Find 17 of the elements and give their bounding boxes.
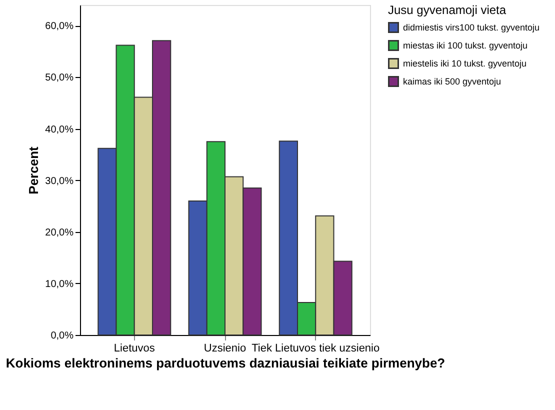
legend-label: didmiestis virs100 tukst. gyventoju	[403, 22, 540, 32]
y-tick-label: 30,0%	[45, 176, 74, 187]
y-tick-label: 50,0%	[45, 72, 74, 84]
x-axis-title: Kokioms elektroninems parduotuvems dazniausiai teikiate pirmenybe?	[6, 356, 446, 370]
y-axis-title: Percent	[26, 146, 42, 194]
y-tick-label: 40,0%	[45, 124, 74, 136]
legend-label: kaimas iki 500 gyventoju	[403, 76, 502, 86]
legend-title: Jusu gyvenamoji vieta	[388, 3, 506, 17]
y-tick-label: 20,0%	[45, 227, 74, 238]
x-tick-label: Uzsienio	[204, 342, 246, 354]
y-tick-label: 60,0%	[45, 21, 74, 32]
y-tick-label: 0,0%	[50, 330, 74, 342]
legend-label: miestelis iki 10 tukst. gyventoju	[403, 58, 527, 68]
x-tick-label: Lietuvos	[114, 342, 156, 354]
legend-label: miestas iki 100 tukst. gyventoju	[403, 40, 528, 50]
x-tick-label: Tiek Lietuvos tiek uzsienio	[252, 342, 380, 354]
y-tick-label: 10,0%	[45, 278, 74, 290]
